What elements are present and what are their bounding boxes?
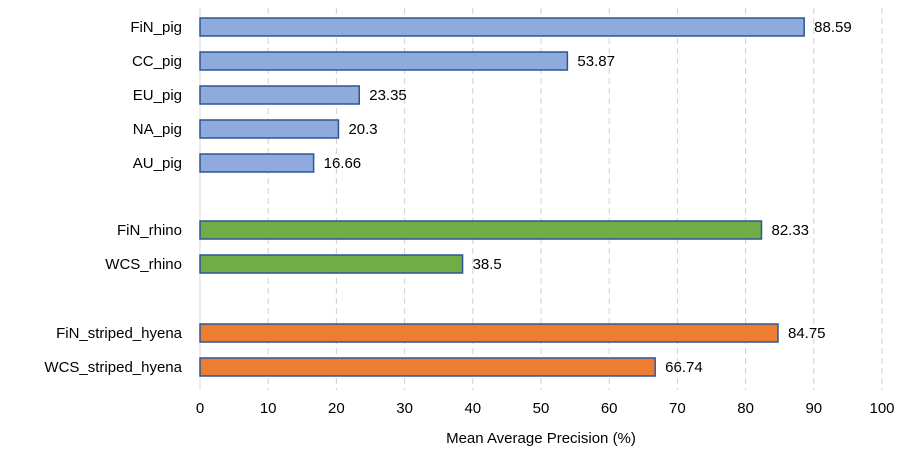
x-tick-label: 10 [260,400,277,417]
bar [199,220,763,240]
bar [199,357,656,377]
x-tick-label: 0 [196,400,204,417]
x-axis-title: Mean Average Precision (%) [446,430,636,447]
category-label: FiN_rhino [117,222,182,239]
x-tick-label: 90 [805,400,822,417]
category-label: WCS_striped_hyena [44,359,182,376]
data-label: 23.35 [369,87,407,104]
bar [199,17,805,37]
data-label: 53.87 [577,53,615,70]
category-label: WCS_rhino [105,256,182,273]
category-label: EU_pig [133,87,182,104]
grid-lines [199,8,883,390]
x-tick-label: 20 [328,400,345,417]
category-label: NA_pig [133,121,182,138]
bar [199,119,340,139]
data-label: 20.3 [348,121,377,138]
x-tick-label: 100 [869,400,894,417]
data-label: 88.59 [814,19,852,36]
bar [199,51,569,71]
x-tick-label: 40 [464,400,481,417]
data-label: 38.5 [473,256,502,273]
x-axis-ticks: 0 10 20 30 40 50 60 70 80 90 100 [196,400,895,417]
x-tick-label: 50 [533,400,550,417]
category-labels: FiN_pig CC_pig EU_pig NA_pig AU_pig FiN_rhino… [44,19,182,376]
category-label: FiN_pig [130,19,182,36]
category-label: AU_pig [133,155,182,172]
data-label: 82.33 [771,222,809,239]
bar [199,254,464,274]
x-tick-label: 60 [601,400,618,417]
value-labels: 88.59 53.87 23.35 20.3 16.66 82.33 38.5 84.75 66… [324,19,852,376]
bar [199,323,779,343]
x-tick-label: 30 [396,400,413,417]
x-tick-label: 80 [737,400,754,417]
data-label: 66.74 [665,359,703,376]
category-label: FiN_striped_hyena [56,325,183,342]
bar [199,153,315,173]
bar [199,85,360,105]
bars [199,17,805,377]
x-tick-label: 70 [669,400,686,417]
data-label: 16.66 [324,155,362,172]
category-label: CC_pig [132,53,182,70]
data-label: 84.75 [788,325,826,342]
